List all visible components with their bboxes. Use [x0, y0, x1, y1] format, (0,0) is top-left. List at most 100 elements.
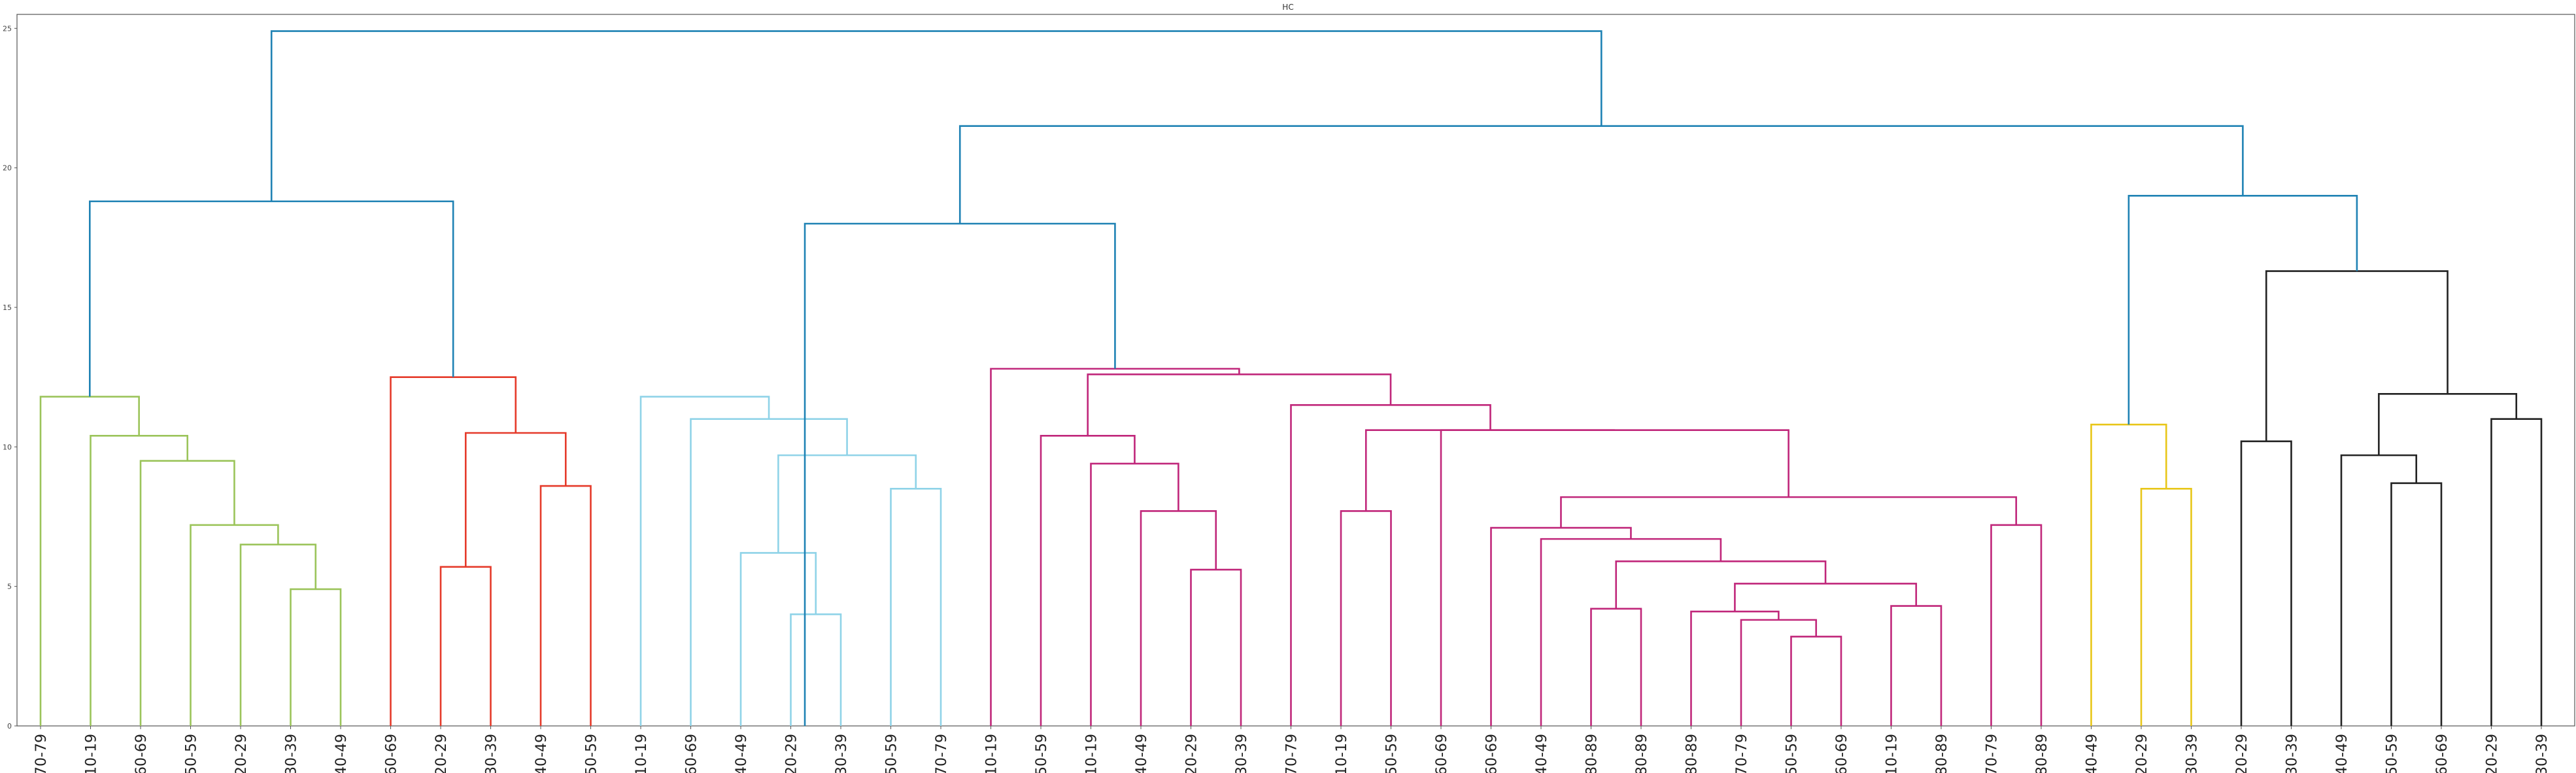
leaf-label: 50-59 — [184, 734, 200, 773]
leaf-label: 30-39 — [484, 734, 500, 773]
dendrogram-link — [690, 418, 848, 726]
leaf-label: 60-69 — [1834, 734, 1850, 773]
dendrogram-link — [1140, 510, 1217, 726]
leaf-label: 60-69 — [384, 734, 400, 773]
dendrogram-link — [2340, 454, 2418, 726]
dendrogram-link — [639, 396, 770, 726]
leaf-label: 20-29 — [233, 734, 250, 773]
dendrogram-link — [1364, 429, 1615, 511]
dendrogram-link — [190, 524, 279, 726]
dendrogram-link — [2265, 270, 2449, 441]
leaf-label: 40-49 — [333, 734, 350, 773]
leaf-label: 10-19 — [1334, 734, 1350, 773]
dendrogram-link — [139, 460, 235, 726]
dendrogram-link — [1734, 583, 1918, 612]
dendrogram-link — [739, 552, 817, 726]
y-tick-label: 5 — [7, 583, 12, 591]
leaf-label: 30-39 — [834, 734, 850, 773]
leaf-label: 10-19 — [1084, 734, 1100, 773]
dendrogram-link — [958, 125, 2244, 224]
leaf-label: 70-79 — [33, 734, 50, 773]
dendrogram-link — [2240, 440, 2292, 726]
leaf-label: 50-59 — [1034, 734, 1050, 773]
dendrogram-link — [290, 588, 342, 726]
dendrogram-link — [990, 368, 1240, 726]
dendrogram-link — [777, 454, 917, 553]
leaf-label: 30-39 — [2534, 734, 2551, 773]
leaf-label: 40-49 — [534, 734, 550, 773]
dendrogram-link — [89, 200, 454, 397]
dendrogram-link — [1340, 510, 1392, 726]
leaf-label: 20-29 — [1184, 734, 1200, 773]
dendrogram-link — [90, 434, 189, 726]
dendrogram-link — [1890, 605, 1942, 726]
leaf-label: 60-69 — [2434, 734, 2450, 773]
dendrogram-link — [1190, 568, 1242, 726]
dendrogram-link — [2490, 418, 2543, 726]
leaf-label: 80-89 — [1684, 734, 1701, 773]
leaf-label: 50-59 — [884, 734, 900, 773]
leaf-label: 30-39 — [284, 734, 300, 773]
dendrogram-link — [1090, 462, 1179, 726]
leaf-label: 50-59 — [1784, 734, 1801, 773]
dendrogram-link — [1040, 434, 1136, 726]
dendrogram-link — [1540, 538, 1722, 726]
dendrogram-link — [1560, 496, 2018, 528]
leaf-label: 60-69 — [684, 734, 700, 773]
x-axis: 70-79 10-19 60-69 50-59 20-29 30-39 40-49 60-69… — [33, 726, 2551, 773]
dendrogram-link — [390, 376, 517, 726]
chart-title: HC — [1282, 3, 1294, 12]
dendrogram-links — [39, 30, 2543, 726]
y-tick-label: 15 — [3, 303, 12, 312]
leaf-label: 30-39 — [2184, 734, 2201, 773]
dendrogram-link — [2090, 423, 2167, 726]
leaf-label: 80-89 — [1634, 734, 1650, 773]
y-tick-label: 25 — [3, 24, 12, 33]
dendrogram-link — [2378, 392, 2518, 456]
leaf-label: 40-49 — [2084, 734, 2101, 773]
leaf-label: 20-29 — [784, 734, 800, 773]
leaf-label: 20-29 — [2484, 734, 2501, 773]
leaf-label: 80-89 — [1934, 734, 1950, 773]
leaf-label: 40-49 — [1134, 734, 1150, 773]
leaf-label: 20-29 — [2134, 734, 2150, 773]
leaf-label: 10-19 — [634, 734, 650, 773]
dendrogram-link — [1590, 608, 1642, 726]
dendrogram-link — [1690, 610, 1780, 726]
dendrogram-link — [1790, 636, 1842, 726]
leaf-label: 40-49 — [734, 734, 750, 773]
leaf-label: 50-59 — [584, 734, 600, 773]
leaf-label: 40-49 — [2334, 734, 2350, 773]
dendrogram-link — [539, 485, 592, 726]
leaf-label: 80-89 — [2034, 734, 2050, 773]
leaf-label: 20-29 — [433, 734, 450, 773]
dendrogram-link — [270, 30, 1602, 201]
leaf-label: 10-19 — [984, 734, 1000, 773]
dendrogram-link — [790, 613, 842, 726]
leaf-label: 10-19 — [84, 734, 100, 773]
dendrogram-link — [439, 566, 492, 726]
leaf-label: 60-69 — [133, 734, 150, 773]
dendrogram-link — [2127, 195, 2358, 425]
dendrogram-link — [1615, 560, 1827, 609]
leaf-label: 80-89 — [1584, 734, 1601, 773]
dendrogram-link — [1490, 526, 1632, 726]
dendrogram-link — [2390, 482, 2443, 726]
dendrogram-link — [1990, 524, 2042, 726]
leaf-label: 60-69 — [1434, 734, 1450, 773]
leaf-label: 70-79 — [934, 734, 950, 773]
y-tick-label: 10 — [3, 443, 12, 451]
leaf-label: 10-19 — [1884, 734, 1901, 773]
y-tick-label: 0 — [7, 722, 12, 730]
dendrogram-link — [2140, 488, 2192, 726]
dendrogram-link — [1440, 429, 1789, 726]
dendrogram-link — [804, 222, 1116, 726]
y-tick-label: 20 — [3, 164, 12, 173]
leaf-label: 30-39 — [1234, 734, 1250, 773]
leaf-label: 70-79 — [1734, 734, 1750, 773]
leaf-label: 70-79 — [1284, 734, 1300, 773]
leaf-label: 70-79 — [1984, 734, 2001, 773]
leaf-label: 20-29 — [2234, 734, 2250, 773]
dendrogram-link — [239, 543, 317, 726]
